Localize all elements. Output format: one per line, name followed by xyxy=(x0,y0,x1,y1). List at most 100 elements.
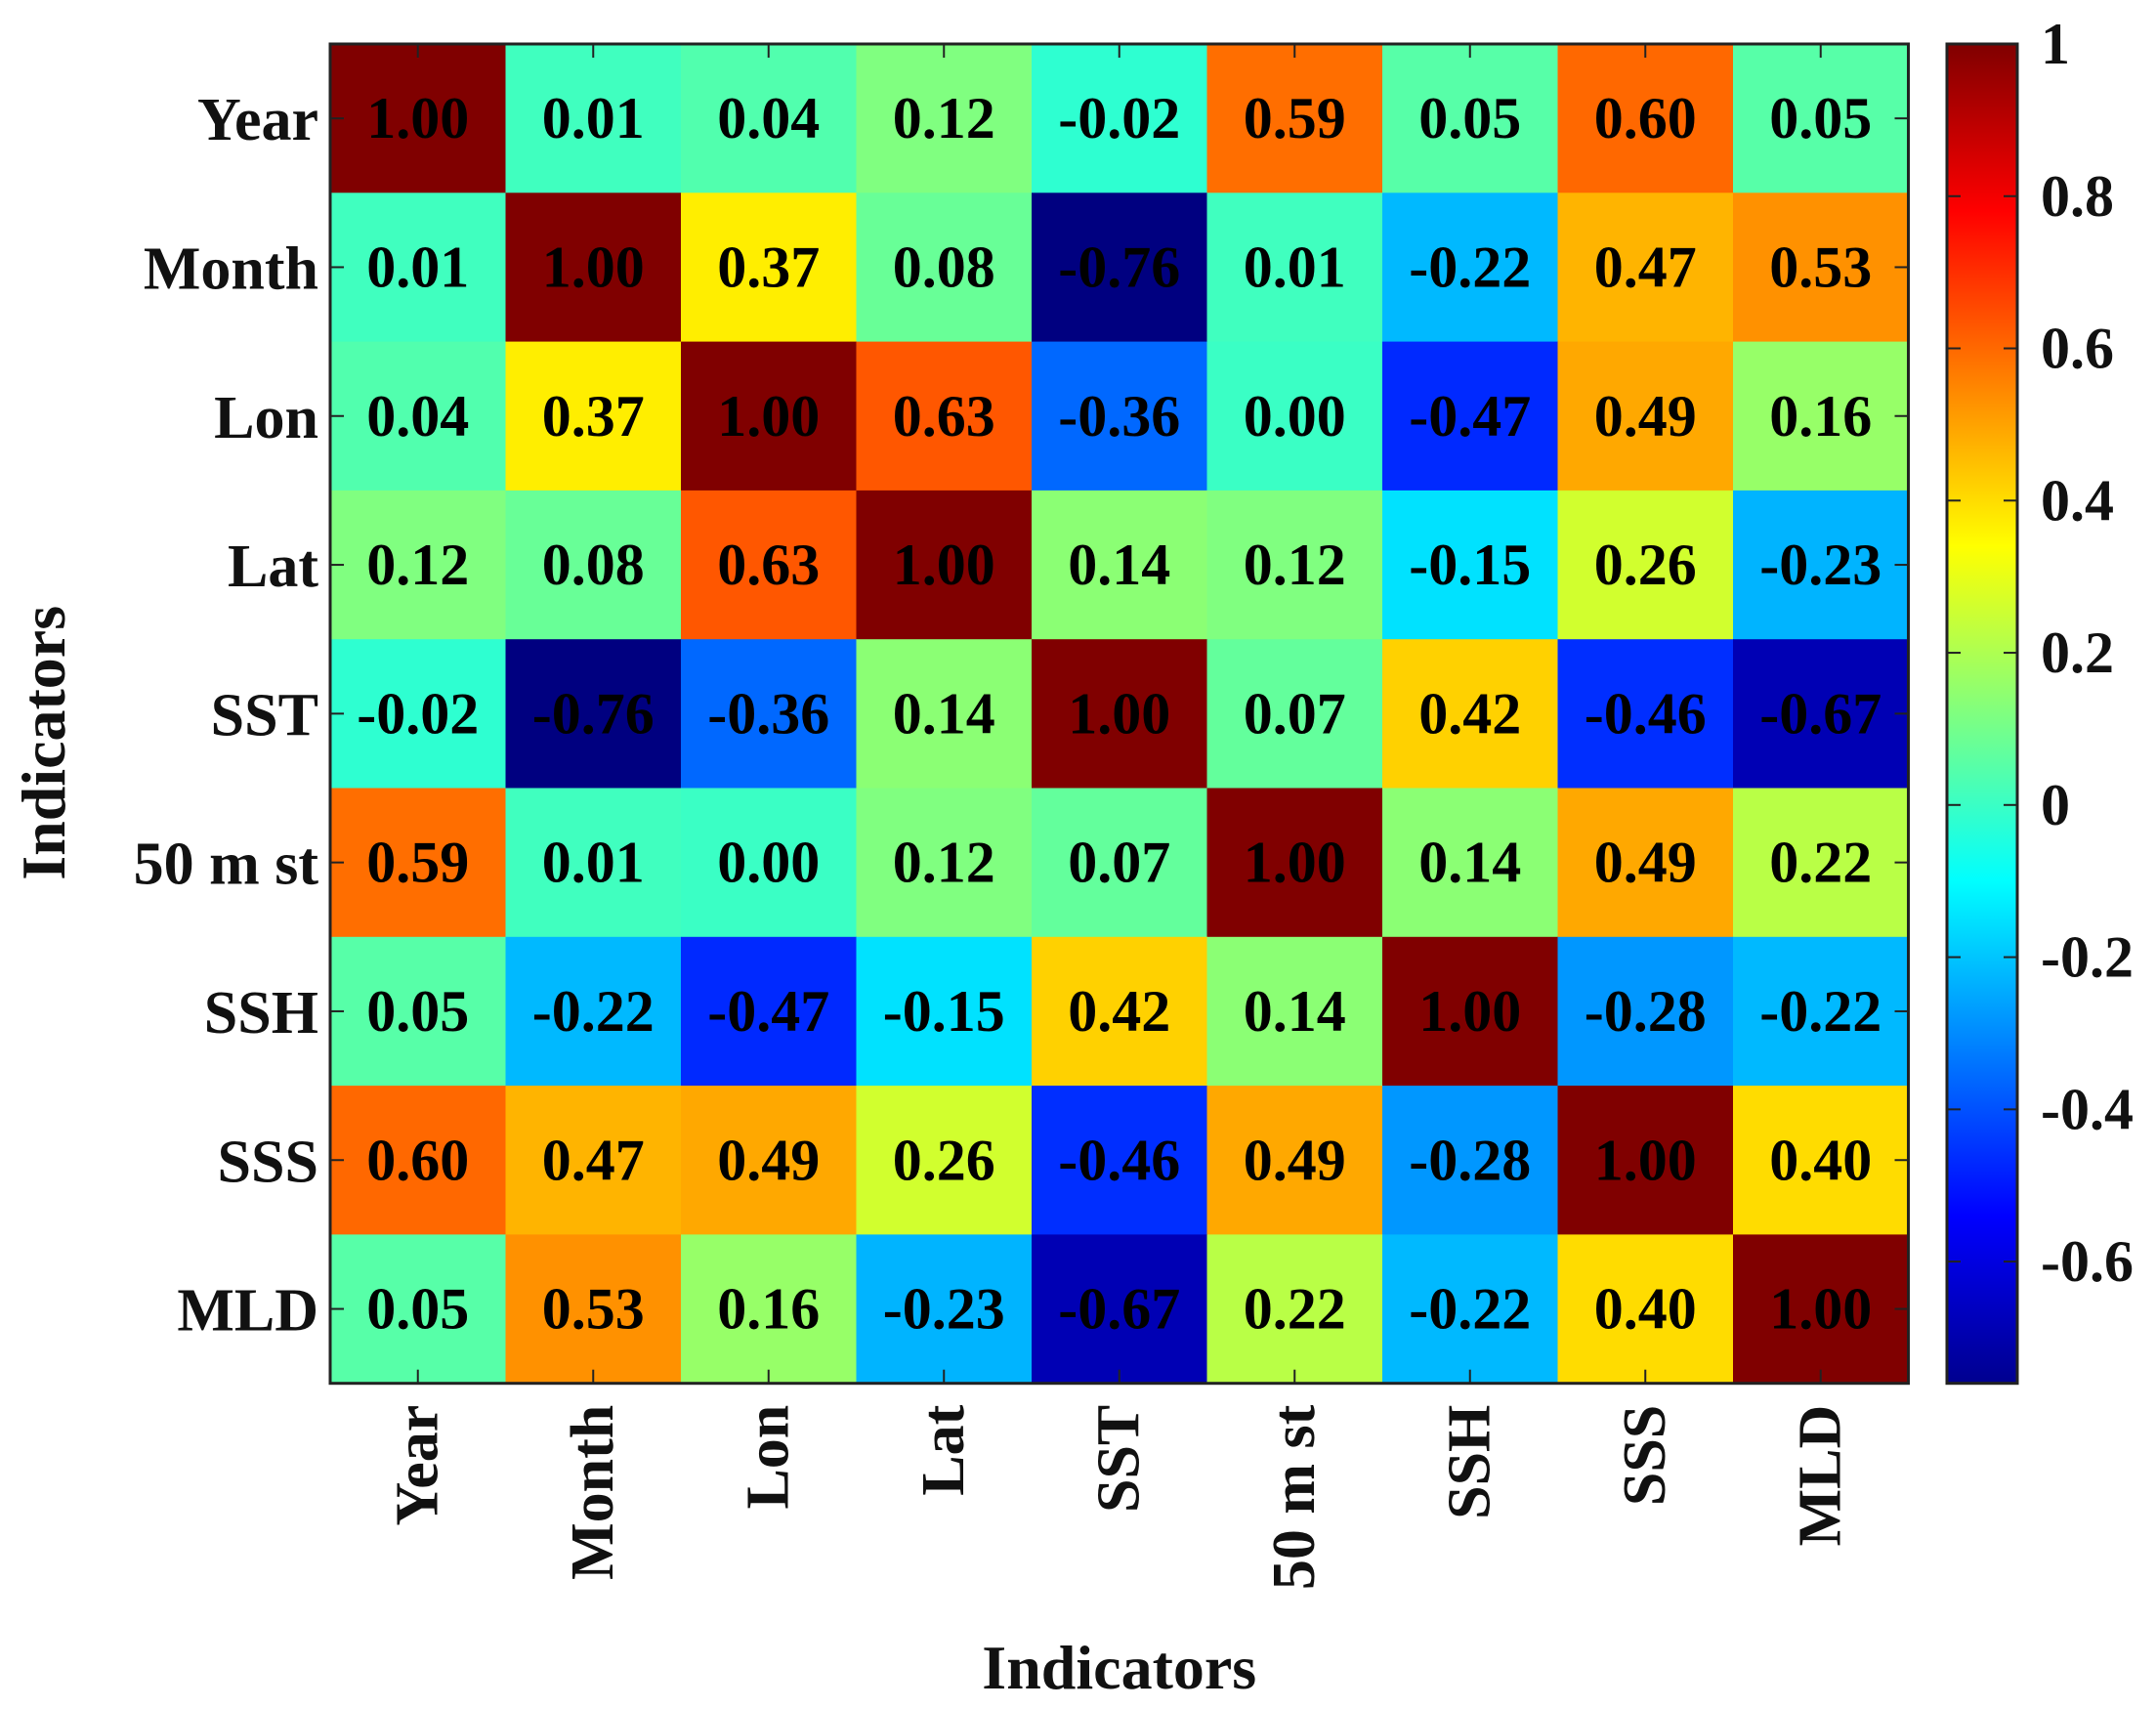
heatmap-cell xyxy=(1557,1234,1734,1385)
cell-value-label: 1.00 xyxy=(1418,979,1521,1044)
heatmap-cell xyxy=(1206,788,1383,938)
heatmap-cell xyxy=(505,44,682,193)
heatmap-cell xyxy=(1382,788,1559,938)
cell-value-label: 0.47 xyxy=(542,1128,645,1192)
heatmap-cell xyxy=(330,1086,507,1235)
heatmap-cell xyxy=(681,341,858,491)
heatmap-cell xyxy=(1032,192,1208,343)
colorbar-gradient xyxy=(1945,42,2019,1386)
cell-value-label: 0.37 xyxy=(717,235,820,299)
heatmap-cell xyxy=(1733,44,1910,193)
cell-value-label: -0.28 xyxy=(1585,979,1707,1044)
cell-value-label: 0.14 xyxy=(893,681,995,746)
cell-value-label: -0.22 xyxy=(1409,1277,1531,1342)
cell-value-label: 0.63 xyxy=(893,384,995,449)
x-tick-label: SSH xyxy=(1437,1405,1503,1519)
cell-value-label: -0.67 xyxy=(1759,681,1881,746)
cell-value-label: 1.00 xyxy=(542,235,645,299)
heatmap-cell xyxy=(1206,44,1383,193)
heatmap-cell xyxy=(856,1234,1033,1385)
cell-value-label: -0.76 xyxy=(1058,235,1180,299)
heatmap-cell xyxy=(330,1234,507,1385)
heatmap-cell xyxy=(856,639,1033,790)
cell-value-label: 0.08 xyxy=(542,533,645,597)
colorbar-ticks: 1 0.8 0.6 0.4 0.2 0 -0.2 -0.4 -0.6 xyxy=(1947,12,2134,1294)
heatmap-cell xyxy=(330,44,507,193)
heatmap-cell xyxy=(681,1234,858,1385)
cell-value-label: -0.15 xyxy=(1409,533,1531,597)
cell-value-label: 1.00 xyxy=(717,384,820,449)
x-tick-label: SST xyxy=(1086,1405,1153,1513)
heatmap-cell xyxy=(330,490,507,640)
heatmap-cell xyxy=(1557,1086,1734,1235)
cell-value-label: -0.02 xyxy=(1058,86,1180,150)
x-tick-label: MLD xyxy=(1788,1405,1854,1547)
heatmap-cell xyxy=(1557,341,1734,491)
cell-value-label: -0.47 xyxy=(1409,384,1531,449)
cell-value-label: 0.14 xyxy=(1068,533,1170,597)
heatmap-cell xyxy=(1206,490,1383,640)
heatmap-cell xyxy=(505,1086,682,1235)
heatmap-cell xyxy=(1206,341,1383,491)
cell-value-label: 0.07 xyxy=(1068,831,1170,895)
cell-value-label: 0.40 xyxy=(1769,1128,1872,1192)
colorbar-tick-label: -0.4 xyxy=(2041,1077,2134,1141)
cell-value-label: 0.12 xyxy=(893,86,995,150)
heatmap-cell xyxy=(1382,490,1559,640)
heatmap-cell xyxy=(1382,1234,1559,1385)
cell-value-label: 0.01 xyxy=(366,235,469,299)
colorbar-tick-label: -0.2 xyxy=(2041,925,2134,990)
cell-value-label: 0.49 xyxy=(1594,384,1697,449)
cell-value-label: -0.23 xyxy=(883,1277,1005,1342)
heatmap-cell xyxy=(856,341,1033,491)
heatmap-cell xyxy=(1382,936,1559,1087)
x-axis-label: Indicators xyxy=(982,1633,1256,1702)
cell-value-label: 0.53 xyxy=(1769,235,1872,299)
cell-value-label: -0.36 xyxy=(1058,384,1180,449)
cell-value-label: 0.01 xyxy=(542,86,645,150)
cell-value-label: 0.63 xyxy=(717,533,820,597)
cell-value-label: 0.49 xyxy=(1244,1128,1346,1192)
cell-value-label: -0.36 xyxy=(707,681,829,746)
heatmap-cell xyxy=(1733,788,1910,938)
heatmap-cell xyxy=(1557,192,1734,343)
cell-value-label: 0.04 xyxy=(717,86,820,150)
cell-value-label: 0.16 xyxy=(717,1277,820,1342)
cell-value-label: -0.76 xyxy=(532,681,655,746)
x-tick-label: SSS xyxy=(1612,1405,1678,1506)
x-tick-label: Month xyxy=(560,1405,626,1580)
cell-value-label: 0.00 xyxy=(1244,384,1346,449)
x-tick-labels: Year Month Lon Lat SST 50 m st SSH SSS MLD xyxy=(385,1404,1854,1590)
y-tick-label: Lon xyxy=(214,385,318,451)
x-tick-label: Lon xyxy=(736,1405,802,1510)
heatmap-cell xyxy=(1557,490,1734,640)
heatmap-cell xyxy=(681,1086,858,1235)
cell-value-label: -0.22 xyxy=(1759,979,1881,1044)
cell-value-label: 0.05 xyxy=(1769,86,1872,150)
heatmap-cell xyxy=(1733,936,1910,1087)
y-tick-label: 50 m st xyxy=(134,832,319,898)
heatmap-cell xyxy=(330,936,507,1087)
heatmap-cell xyxy=(681,639,858,790)
heatmap-cell xyxy=(856,192,1033,343)
heatmap-cell xyxy=(1733,639,1910,790)
heatmap-cell xyxy=(1557,788,1734,938)
heatmap-cell xyxy=(330,639,507,790)
heatmap-cell xyxy=(505,490,682,640)
y-tick-label: Month xyxy=(144,235,318,302)
heatmap-cell xyxy=(1206,192,1383,343)
heatmap-cell xyxy=(505,639,682,790)
heatmap-cell xyxy=(1733,341,1910,491)
cell-value-label: 0.26 xyxy=(893,1128,995,1192)
heatmap-cell xyxy=(505,1234,682,1385)
cell-value-label: 0.05 xyxy=(1418,86,1521,150)
heatmap-cell xyxy=(1557,44,1734,193)
cell-value-label: 0.12 xyxy=(366,533,469,597)
heatmap-cell xyxy=(1382,341,1559,491)
heatmap-cell xyxy=(856,490,1033,640)
heatmap-cell xyxy=(681,936,858,1087)
cell-value-label: 0.37 xyxy=(542,384,645,449)
cell-value-label: -0.23 xyxy=(1759,533,1881,597)
heatmap-cells xyxy=(330,44,1910,1385)
